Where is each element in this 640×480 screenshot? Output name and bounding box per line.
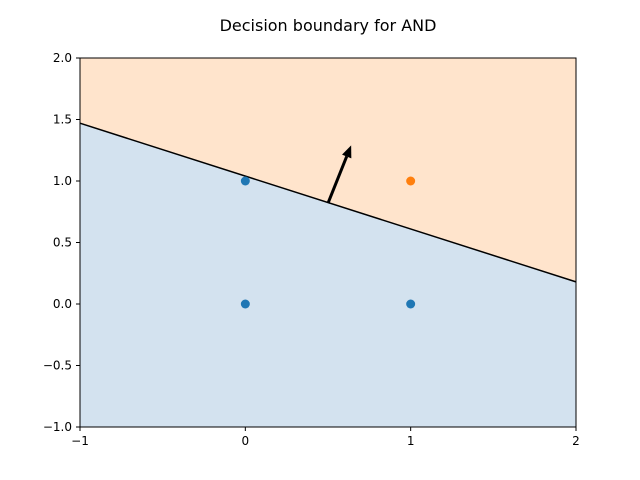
chart-title: Decision boundary for AND [220,16,437,35]
y-tick-label-4: 1.0 [53,174,72,188]
weight-arrow-head [342,145,352,159]
data-point-0-2 [406,299,416,309]
regions-layer [80,58,576,427]
y-tick-label-1: −0.5 [43,359,72,373]
region-above [80,58,576,282]
x-tick-label-3: 2 [572,434,580,448]
data-point-1-0 [406,176,416,186]
weight-arrow-shaft [326,155,349,204]
points-layer [240,176,416,309]
y-tick-label-3: 0.5 [53,236,72,250]
x-tick-label-1: 0 [242,434,250,448]
y-tick-label-6: 2.0 [53,51,72,65]
x-tick-label-0: −1 [71,434,89,448]
y-axis-ticks: −1.0 −0.5 0.0 0.5 1.0 1.5 2.0 [43,51,80,434]
y-tick-label-5: 1.5 [53,113,72,127]
y-tick-label-2: 0.0 [53,297,72,311]
data-point-0-1 [240,176,250,186]
region-below [80,123,576,427]
arrow-layer [326,145,352,204]
data-point-0-0 [240,299,250,309]
x-axis-ticks: −1 0 1 2 [71,427,580,448]
y-tick-label-0: −1.0 [43,420,72,434]
x-tick-label-2: 1 [407,434,415,448]
